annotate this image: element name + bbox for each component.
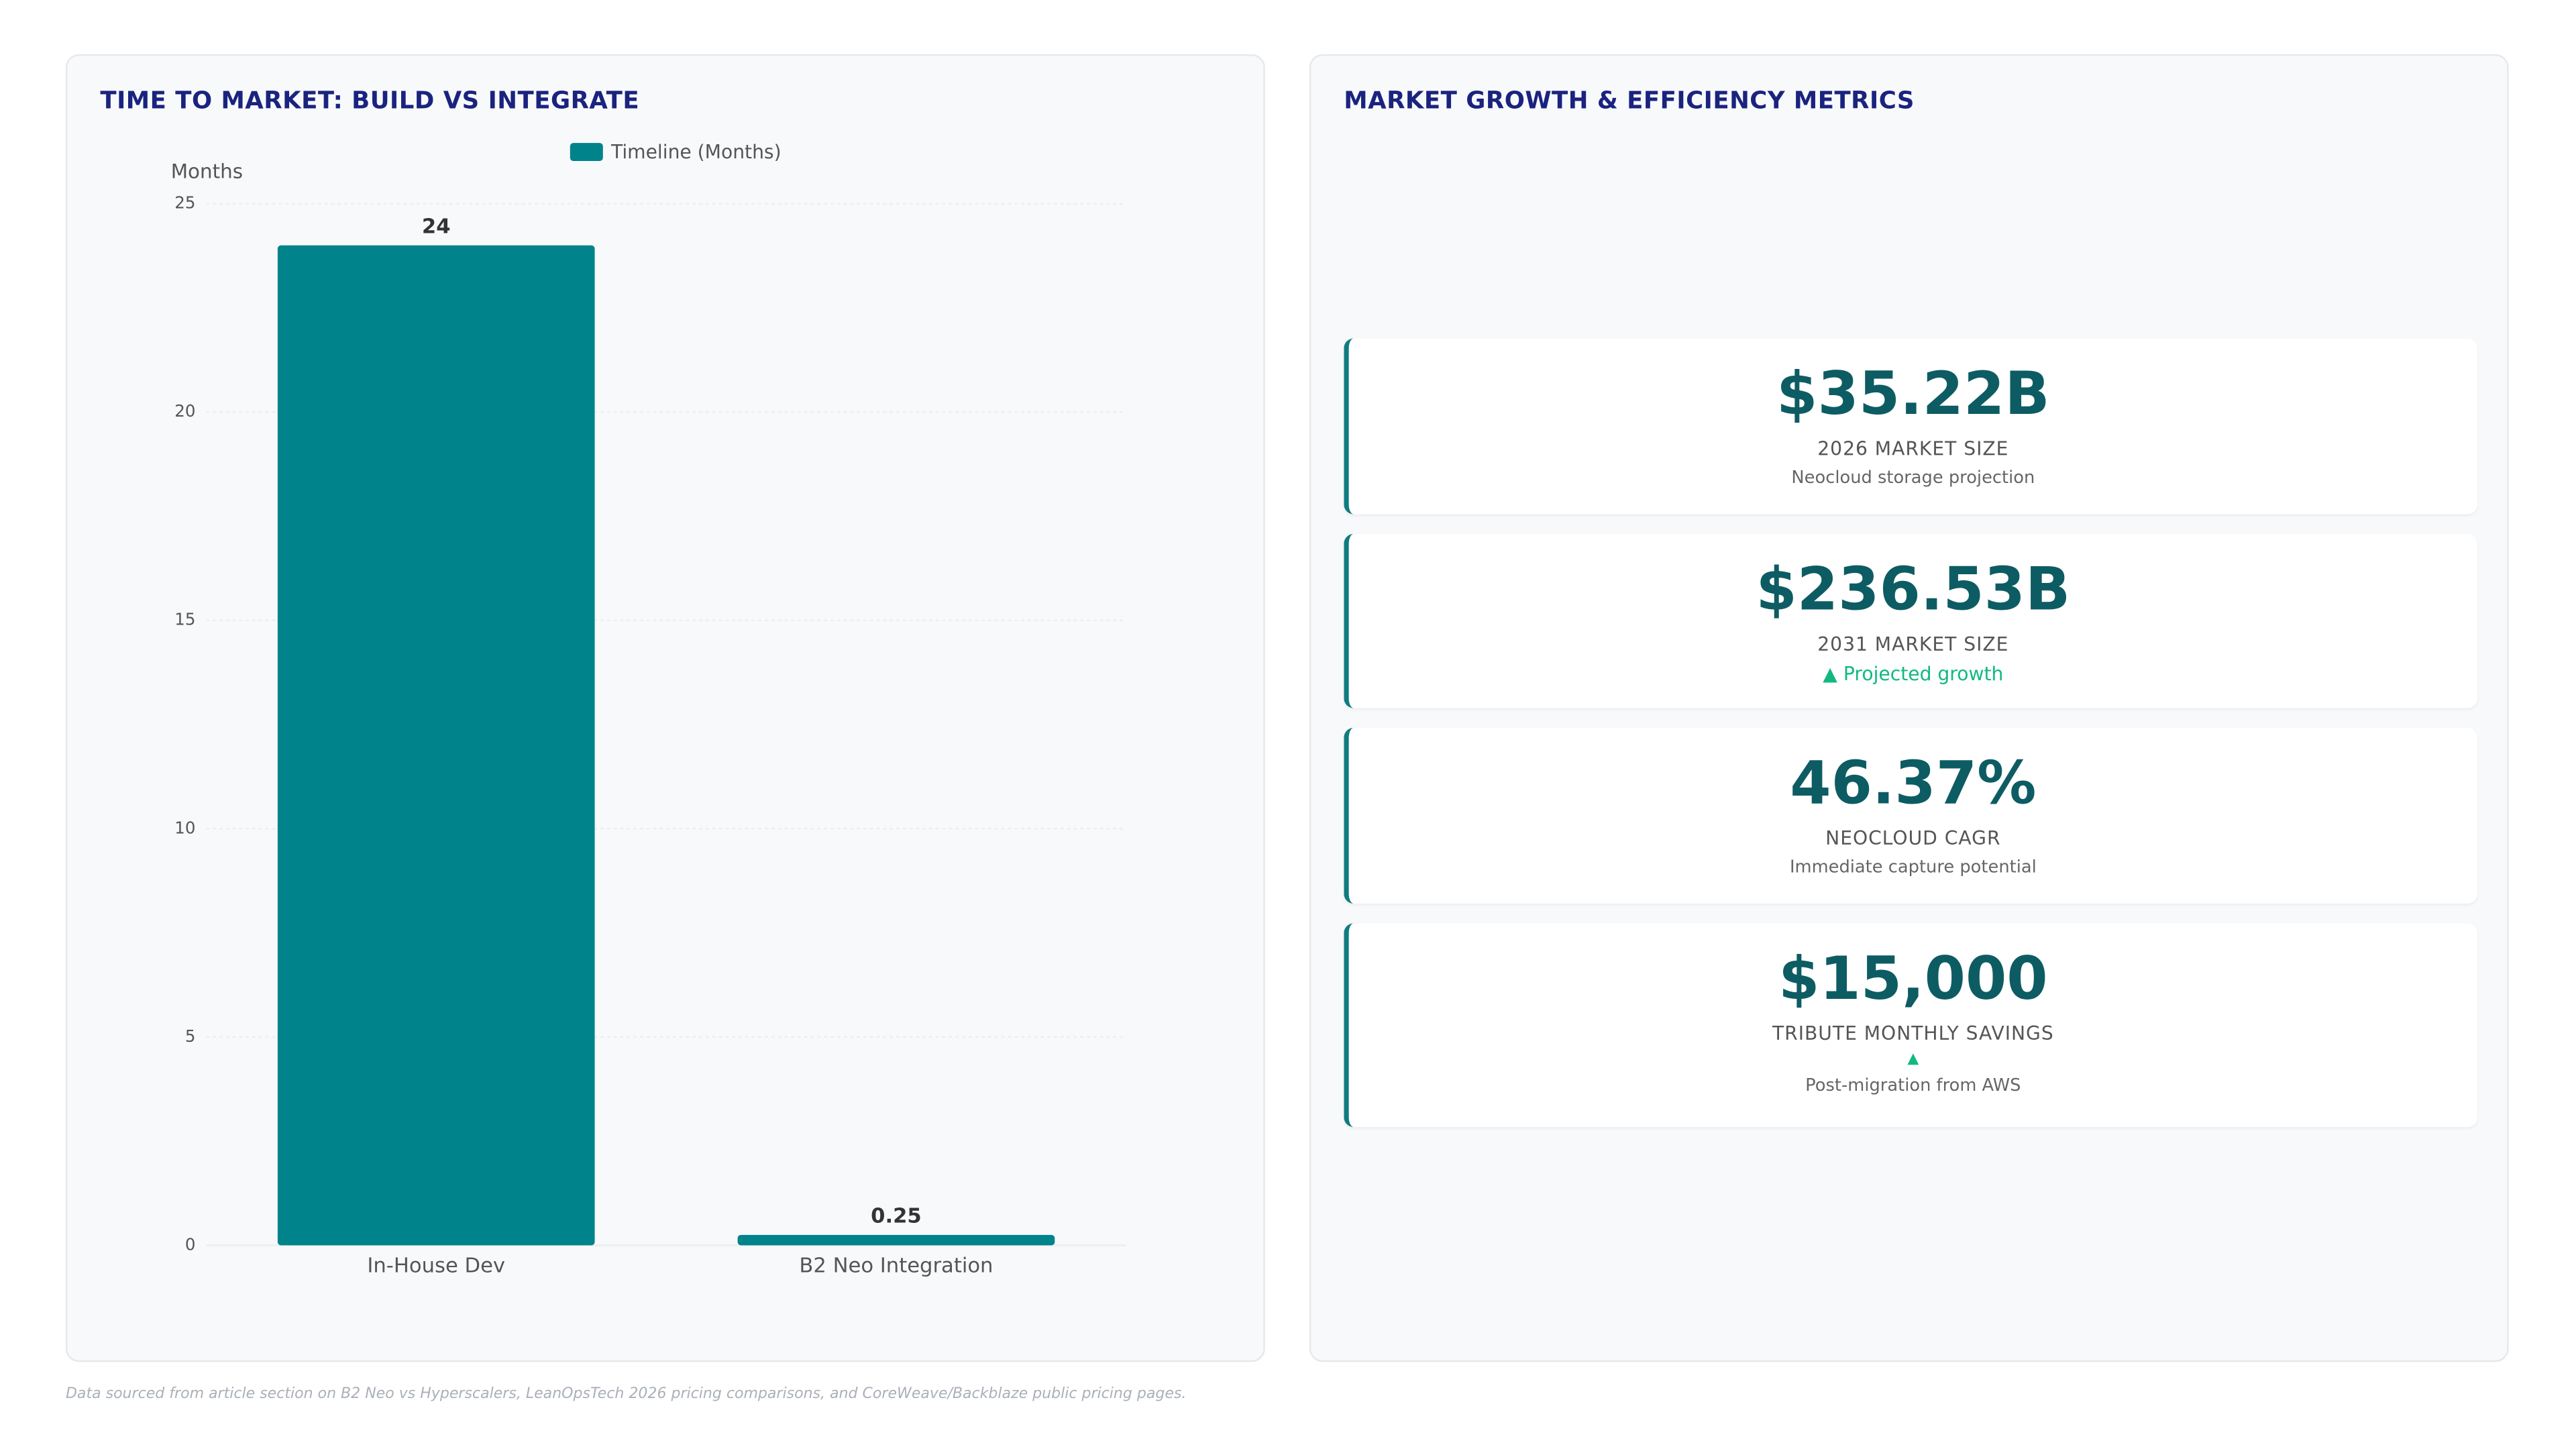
legend-swatch [570,143,603,162]
metric-card: $15,000 TRIBUTE MONTHLY SAVINGS ▲ Post-m… [1344,923,2478,1128]
y-tick-label: 25 [174,193,195,213]
x-tick-label: B2 Neo Integration [799,1254,993,1278]
legend-label: Timeline (Months) [610,141,782,163]
y-axis-title: Months [171,160,243,183]
metric-label: NEOCLOUD CAGR [1825,826,2001,850]
x-tick-label: In-House Dev [367,1254,505,1278]
metric-value: $15,000 [1778,946,2048,1014]
metric-label: 2026 MARKET SIZE [1817,437,2009,460]
y-tick-label: 0 [185,1234,196,1254]
metric-value: $236.53B [1756,557,2071,625]
metric-card: $35.22B 2026 MARKET SIZE Neocloud storag… [1344,338,2478,515]
metric-label: TRIBUTE MONTHLY SAVINGS [1772,1022,2054,1045]
metrics-panel: MARKET GROWTH & EFFICIENCY METRICS [1309,54,2509,1362]
metric-note: Neocloud storage projection [1791,468,2035,488]
y-tick-label: 5 [185,1026,196,1046]
y-tick-label: 20 [174,401,195,421]
chart-panel: TIME TO MARKET: BUILD VS INTEGRATE [65,54,1265,1362]
y-tick-label: 15 [174,610,195,629]
metric-value: $35.22B [1776,361,2050,429]
metrics-title: MARKET GROWTH & EFFICIENCY METRICS [1344,89,1915,115]
metric-card: $236.53B 2031 MARKET SIZE ▲ Projected gr… [1344,533,2478,708]
chart-title: TIME TO MARKET: BUILD VS INTEGRATE [100,89,640,115]
bar [737,1234,1055,1246]
metric-value: 46.37% [1790,751,2037,818]
metric-card: 46.37% NEOCLOUD CAGR Immediate capture p… [1344,727,2478,904]
data-label: 0.25 [871,1204,922,1228]
y-tick-label: 10 [174,818,195,837]
footer-note: Data sourced from article section on B2 … [65,1386,1187,1403]
bar [277,245,595,1246]
metric-trend: ▲ [1907,1051,1919,1068]
data-label: 24 [422,215,451,238]
metric-trend: ▲ Projected growth [1823,661,2004,686]
metric-note: Post-migration from AWS [1805,1076,2021,1096]
metric-note: Immediate capture potential [1789,857,2037,877]
metric-label: 2031 MARKET SIZE [1817,632,2009,656]
